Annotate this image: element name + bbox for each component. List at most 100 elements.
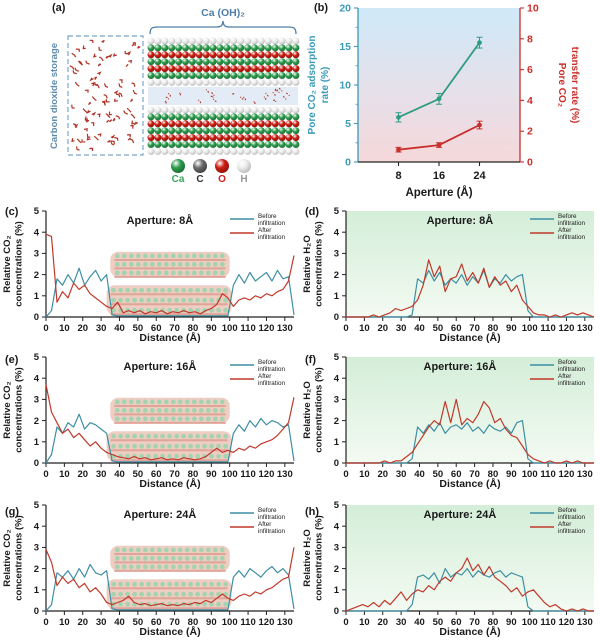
svg-text:50: 50 [433,617,444,628]
after-infiltration-line [45,233,295,315]
svg-text:8: 8 [527,33,533,45]
svg-text:30: 30 [96,469,107,480]
legend-label: Before infiltration [258,359,285,373]
h2o-profile-chart-8A: 0 1 2 3 4 5 0 10 20 30 40 50 60 70 80 90 100 110 120 130 Ape… [300,202,600,346]
svg-text:0: 0 [34,606,39,617]
svg-text:5: 5 [34,206,40,217]
svg-text:80: 80 [488,617,499,628]
svg-text:0: 0 [43,617,48,628]
svg-text:50: 50 [433,469,444,480]
y-axis-label-line1: Relative CO₂ [2,381,13,439]
svg-text:4: 4 [334,521,340,532]
svg-text:5: 5 [345,118,351,130]
svg-text:0: 0 [527,157,533,169]
before-infiltration-line [346,269,594,318]
svg-text:1: 1 [334,585,340,596]
legend-label: After infiltration [258,521,285,535]
panel-a: (a) Ca (OH)₂ Carbon dioxide storage Ca C O H [0,0,300,200]
panel-title: Aperture: 8Å [427,214,494,227]
svg-text:20: 20 [377,323,388,334]
ca-oh2-annotation: Ca (OH)₂ [201,7,245,19]
legend-label: Before infiltration [258,213,285,227]
svg-text:0: 0 [345,157,351,169]
svg-text:70: 70 [469,617,480,628]
svg-text:110: 110 [540,323,555,334]
legend-label: Before infiltration [558,507,585,521]
y-axis-label-line2: concentrations (%) [314,367,325,453]
h2o-profile-chart-24A: 0 1 2 3 4 5 0 10 20 30 40 50 60 70 80 90 100 110 120 130 Ape… [300,496,600,640]
svg-text:0: 0 [343,323,348,334]
svg-text:40: 40 [114,617,125,628]
svg-text:5: 5 [34,352,40,363]
svg-text:5: 5 [334,352,340,363]
svg-text:6: 6 [527,64,533,76]
svg-text:30: 30 [396,323,407,334]
panel-c-label: (c) [5,206,19,218]
svg-text:0: 0 [343,617,348,628]
svg-text:80: 80 [488,469,499,480]
svg-text:10: 10 [339,80,351,92]
svg-text:50: 50 [133,617,144,628]
panel-b-label: (b) [314,2,329,14]
svg-text:0: 0 [43,323,48,334]
svg-text:120: 120 [259,323,275,334]
svg-text:30: 30 [96,323,107,334]
y-axis-label-line2: concentrations (%) [14,367,25,453]
svg-text:60: 60 [451,323,462,334]
slab-inset [106,285,232,316]
co2-storage-box [67,35,144,156]
panel-e-label: (e) [5,354,19,366]
panel-title: Aperture: 16Å [424,360,497,373]
svg-text:90: 90 [206,323,217,334]
after-infiltration-line [346,398,594,464]
svg-text:60: 60 [451,617,462,628]
svg-text:90: 90 [506,469,517,480]
svg-text:4: 4 [34,521,40,532]
svg-text:120: 120 [259,617,275,628]
h-atom-legend-label: H [240,174,247,185]
molecular-structure-illustration: Ca (OH)₂ Carbon dioxide storage Ca C O H [0,0,300,200]
legend-label: After infiltration [258,373,285,387]
svg-text:3: 3 [334,395,339,406]
svg-text:10: 10 [59,617,70,628]
svg-text:2: 2 [34,564,39,575]
panel-f: (f) 0 1 2 3 4 5 0 10 20 30 40 50 60 70 80 90 100 110 120 13… [300,348,600,492]
svg-text:20: 20 [377,617,388,628]
x-axis-label: Distance (Å) [139,477,200,490]
svg-text:10: 10 [359,469,370,480]
svg-text:1: 1 [34,291,40,302]
h2o-profile-chart-16A: 0 1 2 3 4 5 0 10 20 30 40 50 60 70 80 90 100 110 120 130 Ape… [300,348,600,492]
svg-text:90: 90 [506,617,517,628]
svg-text:70: 70 [169,617,180,628]
ca-atom-legend-label: Ca [172,174,185,185]
before-infiltration-line [45,563,295,612]
y-axis-label-line1: Relative CO₂ [2,235,13,293]
panel-h: (h) 0 1 2 3 4 5 0 10 20 30 40 50 60 70 80 90 100 110 120 13… [300,496,600,640]
svg-text:130: 130 [577,469,593,480]
svg-text:110: 110 [240,617,255,628]
svg-text:2: 2 [334,270,339,281]
ca-oh2-bracket [149,20,297,35]
svg-text:3: 3 [334,543,339,554]
svg-text:40: 40 [414,323,425,334]
y-axis-label-line2: concentrations (%) [314,221,325,307]
svg-text:4: 4 [527,95,533,107]
panel-d-label: (d) [305,206,320,218]
panel-f-label: (f) [305,354,316,366]
svg-text:80: 80 [188,323,199,334]
panel-title: Aperture: 24Å [124,508,197,521]
svg-text:60: 60 [151,617,162,628]
y-axis-label-line2: concentrations (%) [14,515,25,601]
after-infiltration-line [45,547,295,607]
slab-inset [110,545,230,572]
after-infiltration-line [346,259,595,318]
svg-text:100: 100 [522,469,538,480]
x-axis-label: Distance (Å) [139,331,200,344]
svg-text:1: 1 [334,291,340,302]
x-axis-label: Distance (Å) [139,625,200,638]
